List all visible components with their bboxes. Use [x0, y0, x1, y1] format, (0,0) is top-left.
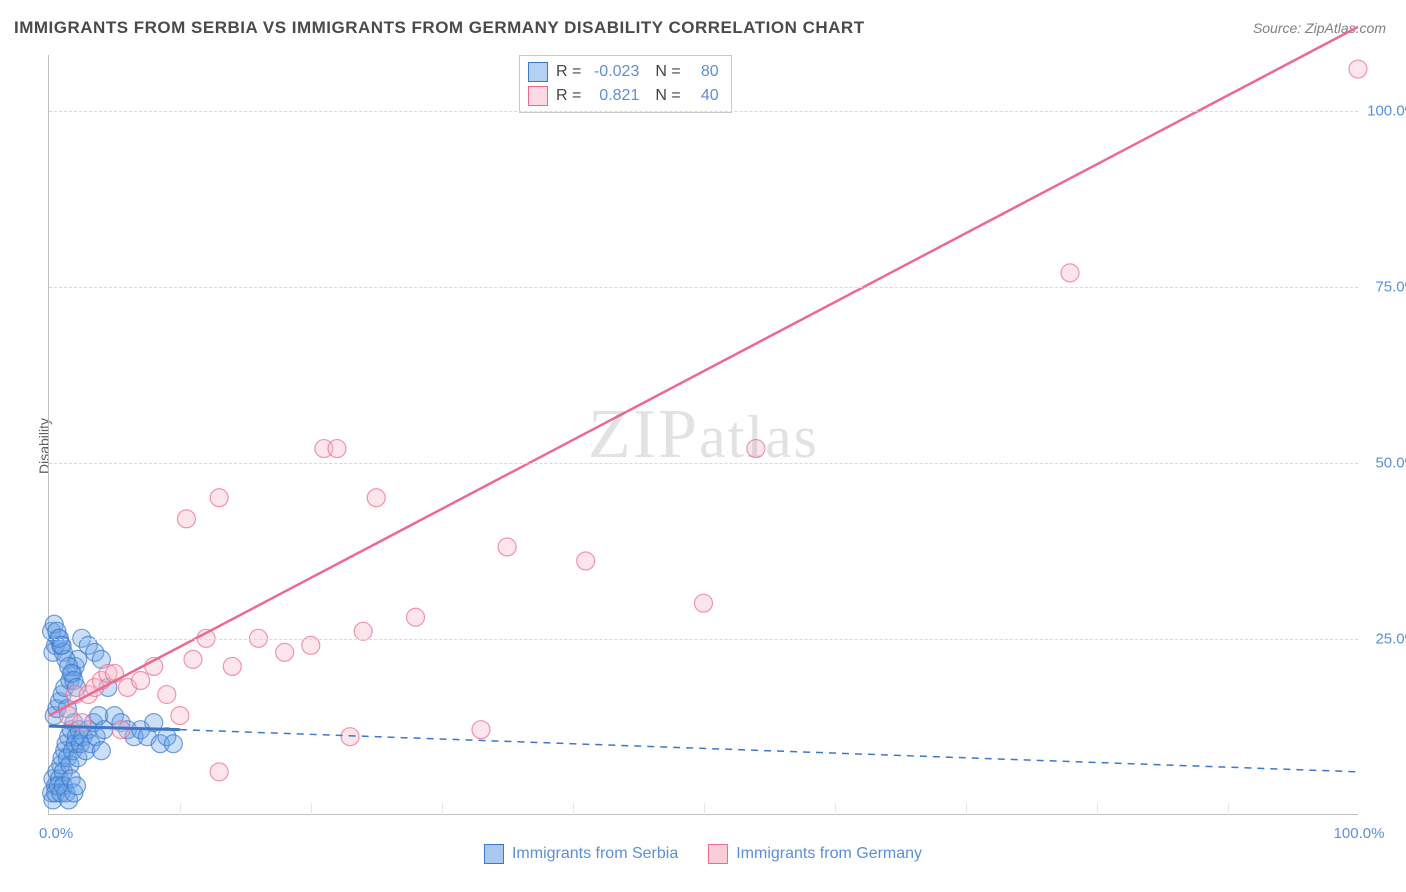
data-point [328, 440, 346, 458]
data-point [92, 742, 110, 760]
chart-svg [49, 55, 1358, 814]
data-point [67, 777, 85, 795]
gridline-h [49, 463, 1358, 464]
xtick [966, 803, 967, 815]
legend-n-label: N = [655, 60, 680, 84]
xtick-label: 100.0% [1334, 825, 1385, 842]
data-point [164, 735, 182, 753]
data-point [498, 538, 516, 556]
legend-n-value: 80 [689, 60, 719, 84]
data-point [73, 714, 91, 732]
xtick [704, 803, 705, 815]
data-point [577, 552, 595, 570]
bottom-legend-item: Immigrants from Germany [708, 844, 922, 864]
bottom-legend: Immigrants from Serbia Immigrants from Ge… [484, 844, 922, 864]
chart-title: IMMIGRANTS FROM SERBIA VS IMMIGRANTS FRO… [14, 18, 865, 38]
gridline-h [49, 287, 1358, 288]
xtick [1097, 803, 1098, 815]
data-point [1349, 60, 1367, 78]
legend-n-value: 40 [689, 84, 719, 108]
xtick-label: 0.0% [39, 825, 73, 842]
bottom-legend-item: Immigrants from Serbia [484, 844, 678, 864]
legend-r-label: R = [556, 60, 581, 84]
ytick-label: 100.0% [1363, 103, 1406, 120]
data-point [105, 664, 123, 682]
data-point [210, 763, 228, 781]
legend-row: R = 0.821 N = 40 [528, 84, 719, 108]
legend-swatch [708, 844, 728, 864]
bottom-legend-label: Immigrants from Germany [736, 845, 922, 863]
legend-r-value: -0.023 [589, 60, 639, 84]
data-point [210, 489, 228, 507]
data-point [407, 608, 425, 626]
data-point [223, 657, 241, 675]
ytick-label: 50.0% [1363, 455, 1406, 472]
data-point [171, 707, 189, 725]
legend-n-label: N = [655, 84, 680, 108]
data-point [695, 594, 713, 612]
ytick-label: 25.0% [1363, 631, 1406, 648]
data-point [472, 721, 490, 739]
xtick [442, 803, 443, 815]
xtick [835, 803, 836, 815]
data-point [354, 622, 372, 640]
data-point [132, 671, 150, 689]
ytick-label: 75.0% [1363, 279, 1406, 296]
legend-r-label: R = [556, 84, 581, 108]
data-point [747, 440, 765, 458]
legend-swatch [528, 86, 548, 106]
plot-area: ZIPatlas R =-0.023N =80R =0.821N =40 25.… [48, 55, 1358, 815]
data-point [341, 728, 359, 746]
data-point [1061, 264, 1079, 282]
xtick [1228, 803, 1229, 815]
data-point [276, 643, 294, 661]
bottom-legend-label: Immigrants from Serbia [512, 845, 678, 863]
xtick [573, 803, 574, 815]
data-point [367, 489, 385, 507]
legend-row: R = -0.023 N = 80 [528, 60, 719, 84]
gridline-h [49, 111, 1358, 112]
data-point [158, 686, 176, 704]
legend-swatch [528, 62, 548, 82]
legend-swatch [484, 844, 504, 864]
data-point [177, 510, 195, 528]
gridline-h [49, 639, 1358, 640]
legend-r-value: 0.821 [589, 84, 639, 108]
data-point [184, 650, 202, 668]
xtick [180, 803, 181, 815]
source-label: Source: ZipAtlas.com [1253, 20, 1386, 36]
stats-legend: R = -0.023 N = 80 R = 0.821 N = 40 [519, 55, 732, 113]
xtick [311, 803, 312, 815]
